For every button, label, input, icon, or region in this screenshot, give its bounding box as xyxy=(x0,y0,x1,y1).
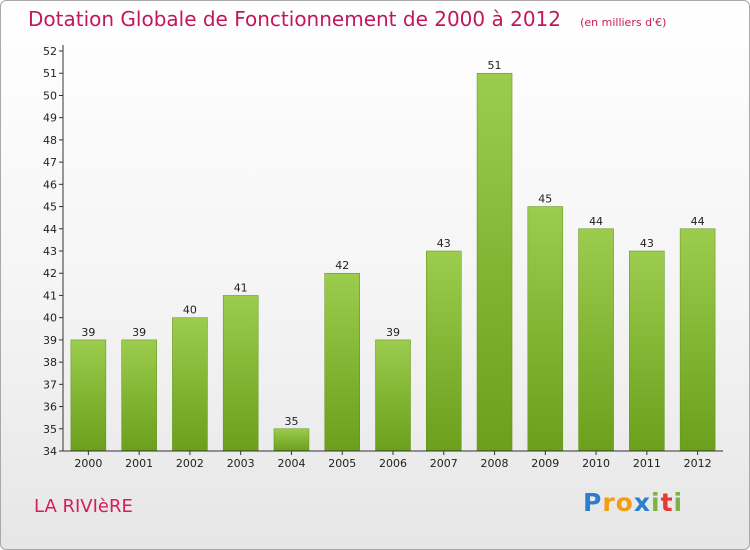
y-tick-label: 50 xyxy=(43,89,57,102)
bar-value-label: 44 xyxy=(589,215,603,228)
bar-value-label: 43 xyxy=(640,237,654,250)
y-tick-label: 45 xyxy=(43,201,57,214)
y-tick-label: 40 xyxy=(43,312,57,325)
bar-value-label: 45 xyxy=(538,193,552,206)
y-tick-label: 44 xyxy=(43,223,57,236)
x-tick-label: 2011 xyxy=(633,457,661,470)
x-tick-label: 2010 xyxy=(582,457,610,470)
y-tick-label: 43 xyxy=(43,245,57,258)
bar-value-label: 35 xyxy=(284,415,298,428)
bar-2000 xyxy=(70,339,107,452)
x-tick-label: 2005 xyxy=(328,457,356,470)
bar-2007 xyxy=(426,250,462,452)
y-tick-label: 36 xyxy=(43,401,57,414)
bar-2003 xyxy=(222,295,259,452)
bar-2011 xyxy=(629,250,665,452)
bar-value-label: 39 xyxy=(386,326,400,339)
y-tick-label: 49 xyxy=(43,112,57,125)
bar-2010 xyxy=(578,228,614,452)
x-axis: 2000 2001 2002 2003 2004 2005 2006 2007 2008 2009… xyxy=(63,450,723,470)
y-tick-label: 47 xyxy=(43,156,57,169)
x-tick-label: 2012 xyxy=(684,457,712,470)
logo-letter: i xyxy=(651,488,661,517)
chart-title: Dotation Globale de Fonctionnement de 20… xyxy=(28,7,561,31)
bar-2005 xyxy=(324,272,360,452)
bar-2001 xyxy=(121,339,157,452)
logo-letter: i xyxy=(673,488,684,517)
x-tick-label: 2006 xyxy=(379,457,407,470)
logo-letter: x xyxy=(633,488,651,517)
y-tick-label: 41 xyxy=(43,289,57,302)
y-tick-label: 37 xyxy=(43,378,57,391)
y-tick-label: 51 xyxy=(43,67,57,80)
bars: 39 39 40 41 35 42 39 43 51 45 44 43 44 xyxy=(70,59,716,452)
y-axis: 34 35 36 37 38 39 40 41 42 43 44 45 46 47 48 49 50 51 52 xyxy=(43,45,64,458)
bar-2008 xyxy=(476,72,513,452)
bar-value-label: 43 xyxy=(437,237,451,250)
y-tick-label: 42 xyxy=(43,267,57,280)
bar-value-label: 39 xyxy=(132,326,146,339)
x-tick-label: 2009 xyxy=(531,457,559,470)
y-tick-label: 48 xyxy=(43,134,57,147)
y-tick-label: 46 xyxy=(43,178,57,191)
bar-value-label: 44 xyxy=(691,215,705,228)
bar-2012 xyxy=(679,228,716,452)
y-tick-label: 38 xyxy=(43,356,57,369)
x-tick-label: 2003 xyxy=(227,457,255,470)
bar-2009 xyxy=(527,206,564,452)
x-tick-label: 2002 xyxy=(176,457,204,470)
logo-letter: P xyxy=(583,488,603,517)
bar-value-label: 40 xyxy=(183,304,197,317)
y-tick-label: 39 xyxy=(43,334,57,347)
x-tick-label: 2007 xyxy=(430,457,458,470)
proxiti-logo[interactable]: Proxiti xyxy=(583,488,683,517)
bar-value-label: 51 xyxy=(488,59,502,72)
logo-letter: o xyxy=(615,488,634,517)
bar-2006 xyxy=(375,339,411,452)
title-row: Dotation Globale de Fonctionnement de 20… xyxy=(28,7,666,31)
y-tick-label: 52 xyxy=(43,45,57,58)
x-tick-label: 2004 xyxy=(277,457,305,470)
bar-value-label: 39 xyxy=(81,326,95,339)
x-tick-label: 2000 xyxy=(74,457,102,470)
x-tick-label: 2008 xyxy=(481,457,509,470)
chart-subtitle: (en milliers d'€) xyxy=(580,16,667,29)
bar-2004 xyxy=(273,428,310,452)
bar-2002 xyxy=(172,317,208,452)
y-tick-label: 34 xyxy=(43,445,57,458)
bar-value-label: 42 xyxy=(335,259,349,272)
x-tick-label: 2001 xyxy=(125,457,153,470)
logo-letter: r xyxy=(602,488,616,517)
bar-value-label: 41 xyxy=(234,281,248,294)
y-tick-label: 35 xyxy=(43,423,57,436)
commune-name: LA RIVIèRE xyxy=(34,496,133,517)
logo-letter: t xyxy=(660,488,674,517)
